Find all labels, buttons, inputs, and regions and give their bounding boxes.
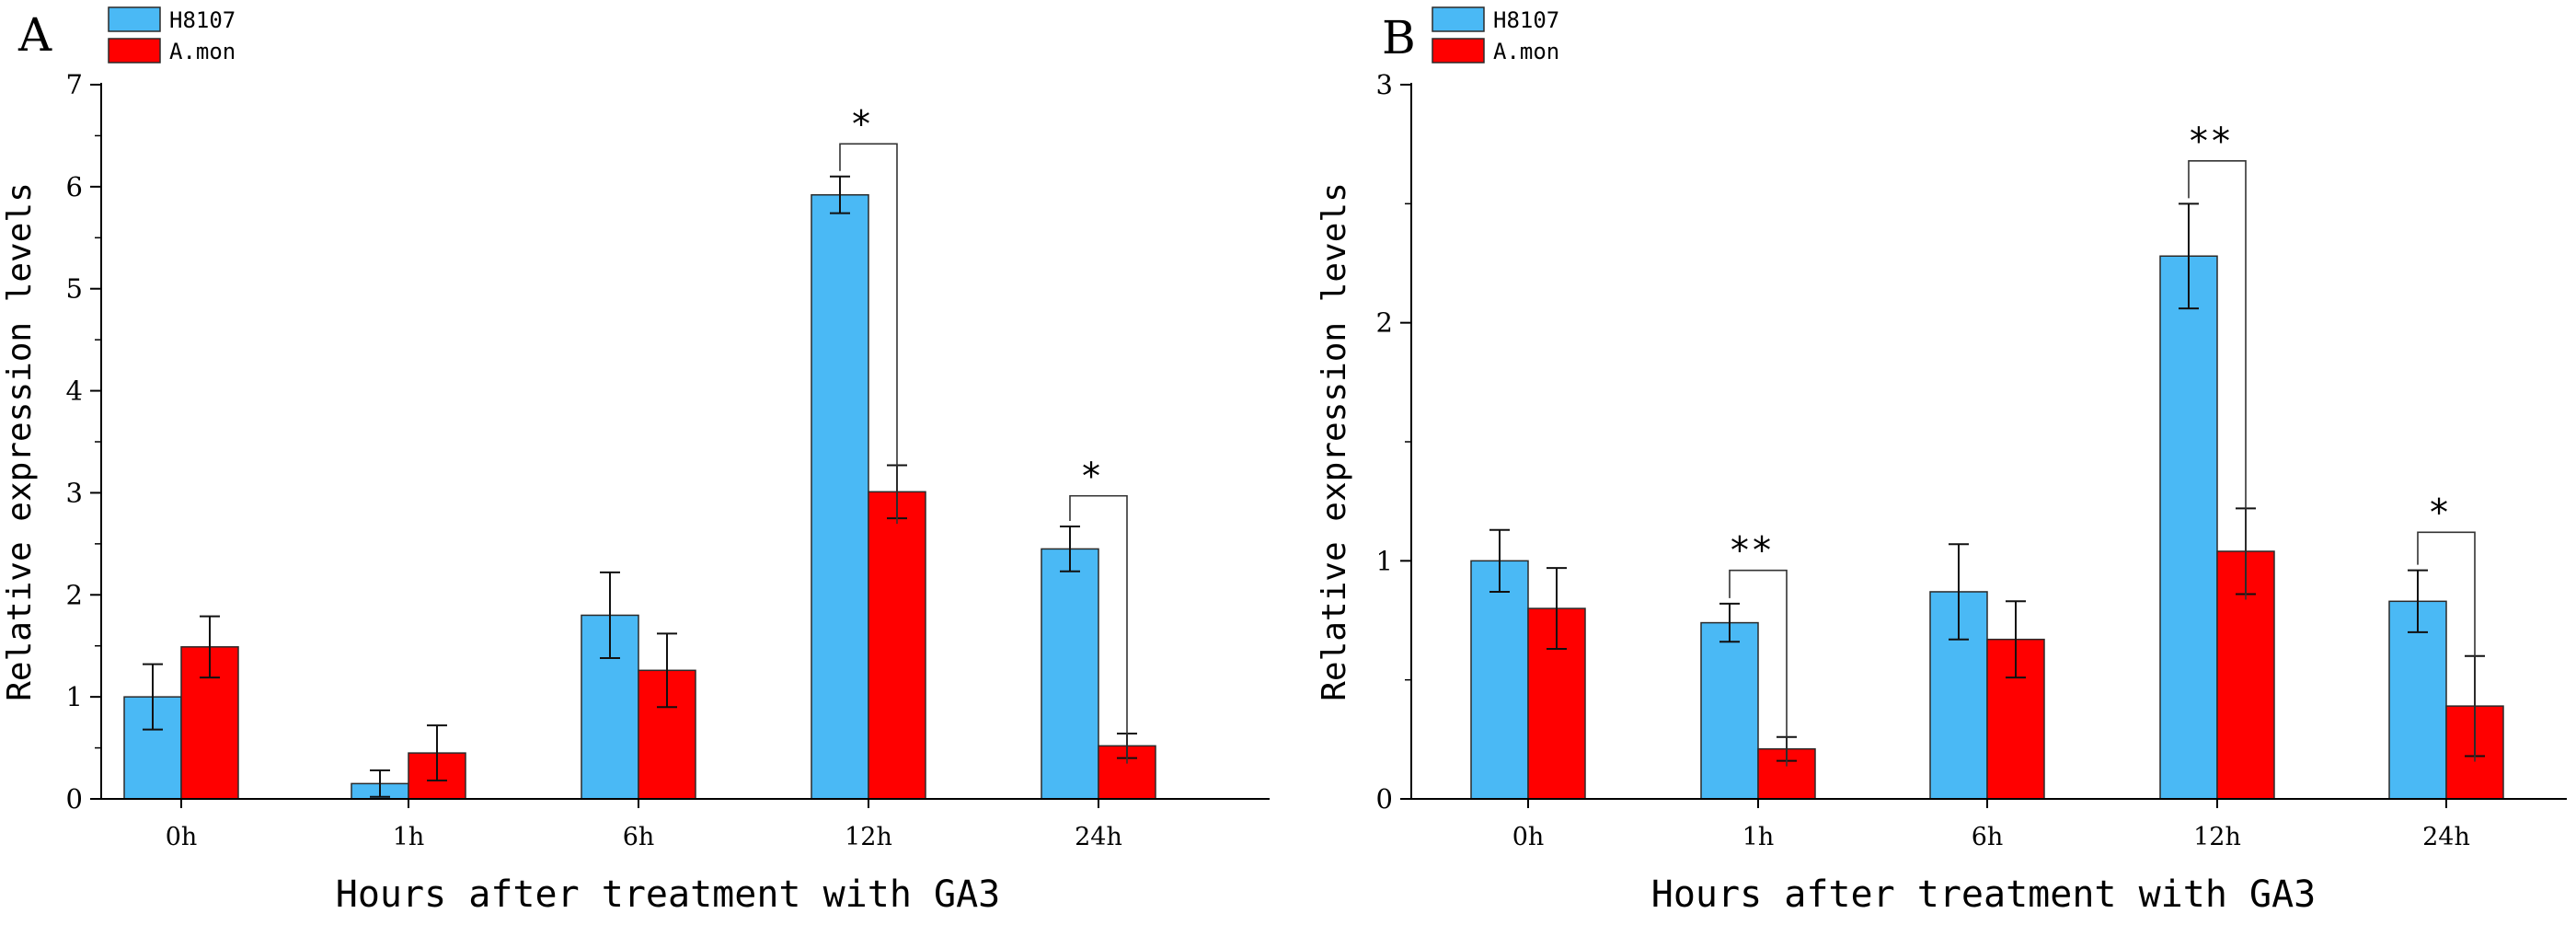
significance-label-24h: * (2428, 491, 2450, 534)
legend-swatch-h8107 (1432, 6, 1485, 32)
significance-bracket-24h (2417, 531, 2476, 762)
y-tick-label: 3 (1376, 69, 1393, 100)
legend-swatch-amon (108, 38, 161, 64)
significance-bracket-24h (1069, 494, 1128, 764)
x-tick-label-1h: 1h (393, 823, 425, 851)
y-tick-label: 6 (66, 171, 83, 202)
x-tick-label-12h: 12h (2193, 823, 2241, 851)
y-tick-label: 7 (66, 69, 83, 100)
legend-swatch-h8107 (108, 6, 161, 32)
significance-label-24h: * (1080, 456, 1102, 498)
y-tick-label: 3 (66, 477, 83, 508)
significance-label-12h: ** (2188, 121, 2232, 163)
x-tick-label-24h: 24h (2422, 823, 2470, 851)
x-tick-label-6h: 6h (1972, 823, 2004, 851)
y-axis-title: Relative expression levels (1, 182, 39, 701)
legend-label-amon: A.mon (169, 39, 236, 64)
x-tick-label-0h: 0h (166, 823, 198, 851)
y-tick-label: 4 (66, 376, 83, 407)
y-axis-title: Relative expression levels (1316, 182, 1353, 701)
significance-bracket-12h (2188, 159, 2247, 600)
legend-label-h8107: H8107 (1493, 7, 1559, 33)
y-tick-label: 0 (66, 783, 83, 815)
y-tick-label: 2 (66, 579, 83, 610)
significance-label-12h: * (850, 103, 872, 145)
bar-h8107-12h (2159, 255, 2218, 800)
y-tick-label: 2 (1376, 307, 1393, 339)
legend-label-amon: A.mon (1493, 39, 1559, 64)
bar-amon-12h (868, 491, 926, 800)
x-axis-title: Hours after treatment with GA3 (336, 873, 1000, 916)
y-tick-label: 1 (1376, 545, 1393, 576)
significance-bracket-1h (1729, 569, 1788, 767)
y-tick-label: 1 (66, 681, 83, 712)
y-tick-label: 0 (1376, 783, 1393, 815)
significance-label-1h: ** (1729, 530, 1773, 572)
y-tick-label: 5 (66, 273, 83, 305)
chart-panel-a: A H8107 A.mon * * 0 1 2 3 4 5 6 7 0h 1h 6h 12h 24h Relativ… (1, 6, 1270, 916)
x-tick-label-0h: 0h (1512, 823, 1545, 851)
legend-swatch-amon (1432, 38, 1485, 64)
bar-h8107-12h (811, 193, 869, 800)
legend-label-h8107: H8107 (169, 7, 236, 33)
bar-h8107-24h (1041, 548, 1099, 800)
bar-h8107-0h (1470, 560, 1529, 800)
significance-bracket-12h (839, 143, 898, 525)
x-axis-title: Hours after treatment with GA3 (1651, 873, 2316, 916)
panel-label: B (1382, 11, 1416, 64)
x-tick-label-1h: 1h (1742, 823, 1775, 851)
x-tick-label-24h: 24h (1075, 823, 1122, 851)
bar-h8107-1h (1700, 621, 1759, 800)
x-tick-label-6h: 6h (623, 823, 655, 851)
x-tick-label-12h: 12h (845, 823, 892, 851)
panel-label: A (17, 8, 52, 62)
